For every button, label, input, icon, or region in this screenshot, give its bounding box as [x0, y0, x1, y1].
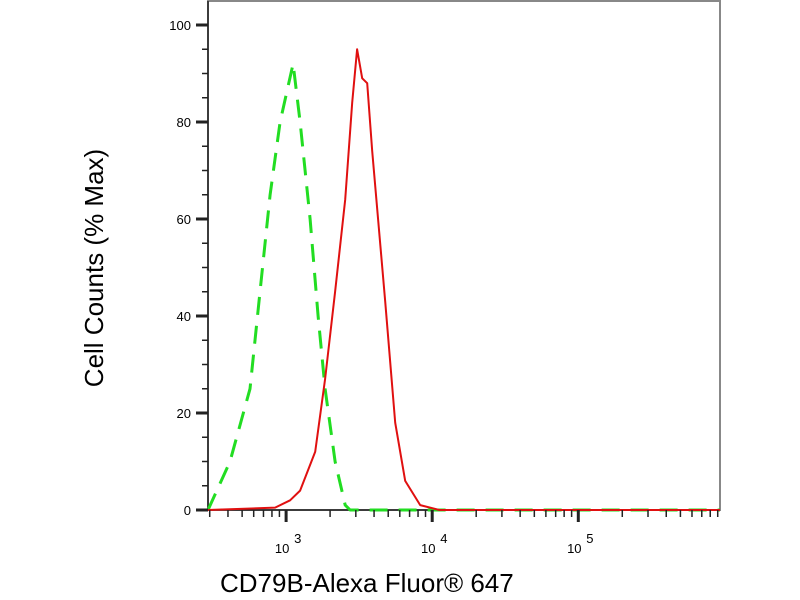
series-group — [206, 48, 720, 512]
y-tick-label: 0 — [184, 503, 191, 518]
control-histogram-line — [206, 62, 720, 512]
x-tick-exponent: 3 — [294, 531, 301, 546]
x-tick-label: 10 — [421, 541, 435, 556]
x-tick-label: 10 — [275, 541, 289, 556]
y-tick-label: 40 — [177, 309, 191, 324]
y-tick-label: 60 — [177, 212, 191, 227]
y-tick-label: 20 — [177, 406, 191, 421]
y-tick-label: 80 — [177, 115, 191, 130]
y-axis-title: Cell Counts (% Max) — [79, 149, 109, 387]
x-tick-label: 10 — [567, 541, 581, 556]
axes — [207, 0, 721, 511]
x-axis-title: CD79B-Alexa Fluor® 647 — [220, 568, 514, 598]
x-tick-exponent: 4 — [440, 531, 447, 546]
sample-histogram-line — [207, 48, 720, 511]
x-tick-exponent: 5 — [586, 531, 593, 546]
ticks: 0 20 40 60 80 100 10 3 10 4 10 5 — [169, 18, 719, 556]
plot-frame — [207, 0, 721, 511]
y-tick-label: 100 — [169, 18, 191, 33]
